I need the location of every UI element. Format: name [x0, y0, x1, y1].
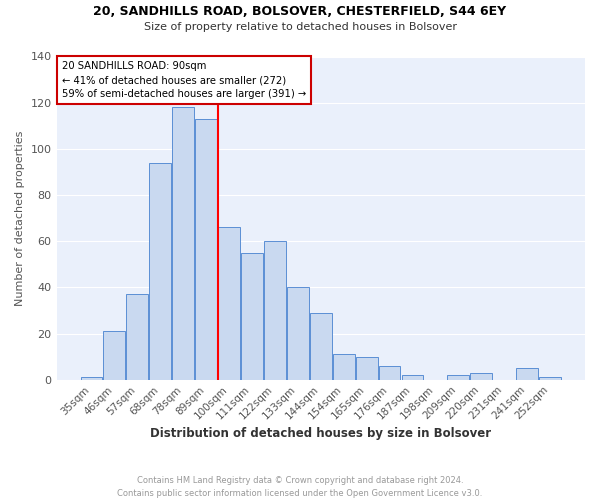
Text: 20, SANDHILLS ROAD, BOLSOVER, CHESTERFIELD, S44 6EY: 20, SANDHILLS ROAD, BOLSOVER, CHESTERFIE… — [94, 5, 506, 18]
Bar — [218, 228, 240, 380]
Bar — [103, 331, 125, 380]
Bar — [401, 375, 424, 380]
Bar — [310, 313, 332, 380]
Y-axis label: Number of detached properties: Number of detached properties — [15, 130, 25, 306]
Bar — [448, 375, 469, 380]
Text: Size of property relative to detached houses in Bolsover: Size of property relative to detached ho… — [143, 22, 457, 32]
Bar — [172, 108, 194, 380]
Bar — [356, 356, 377, 380]
Bar — [379, 366, 400, 380]
Text: 20 SANDHILLS ROAD: 90sqm
← 41% of detached houses are smaller (272)
59% of semi-: 20 SANDHILLS ROAD: 90sqm ← 41% of detach… — [62, 62, 306, 100]
Bar — [80, 378, 103, 380]
Bar — [195, 119, 217, 380]
Bar — [470, 373, 492, 380]
X-axis label: Distribution of detached houses by size in Bolsover: Distribution of detached houses by size … — [150, 427, 491, 440]
Bar — [287, 288, 309, 380]
Bar — [333, 354, 355, 380]
Bar — [539, 378, 561, 380]
Bar — [127, 294, 148, 380]
Bar — [264, 241, 286, 380]
Text: Contains HM Land Registry data © Crown copyright and database right 2024.
Contai: Contains HM Land Registry data © Crown c… — [118, 476, 482, 498]
Bar — [149, 162, 171, 380]
Bar — [241, 252, 263, 380]
Bar — [516, 368, 538, 380]
